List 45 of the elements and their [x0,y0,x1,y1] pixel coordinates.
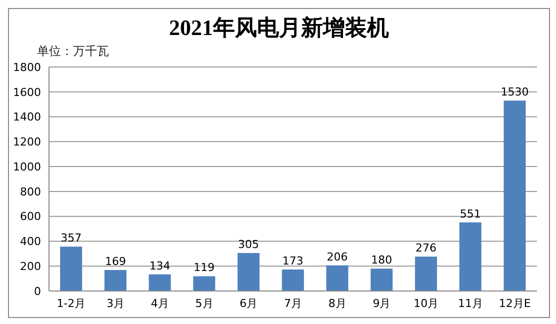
data-label: 206 [326,250,348,264]
x-tick-label: 10月 [414,296,439,310]
bar [370,268,393,291]
x-tick-label: 3月 [106,296,125,310]
data-label: 119 [194,261,215,274]
bar [238,253,260,291]
bar [459,222,482,291]
data-label: 276 [416,242,436,255]
x-tick-label: 4月 [150,296,169,310]
chart-title: 2021年风电月新增装机 [168,14,390,42]
y-tick-label: 1800 [13,60,41,74]
bar [415,256,437,291]
x-tick-label: 12月E [498,296,531,310]
bar [504,100,526,291]
data-label: 180 [371,254,392,267]
y-tick-label: 1200 [13,136,41,149]
bar [326,265,348,291]
x-tick-label: 11月 [458,296,483,310]
bar [60,246,82,291]
data-label: 551 [460,207,481,220]
y-tick-label: 800 [20,185,41,198]
text: 单位：万千瓦 [37,43,109,60]
data-label: 1530 [500,86,529,99]
x-tick-label: 8月 [328,296,346,310]
x-tick-label: 5月 [195,296,214,310]
bar [282,269,304,291]
bar [104,270,126,291]
bar [193,276,216,291]
x-tick-label: 6月 [240,296,258,310]
y-tick-label: 600 [20,210,41,224]
data-label: 305 [238,238,260,252]
bar [148,274,171,291]
x-tick-label: 1-2月 [56,296,86,310]
data-label: 173 [282,254,304,268]
y-tick-label: 200 [20,260,41,274]
y-tick-label: 0 [34,284,41,298]
data-label: 357 [60,232,82,245]
y-tick-label: 1000 [13,160,41,174]
y-tick-label: 1600 [13,86,41,99]
y-tick-label: 400 [20,235,41,248]
data-label: 169 [104,254,126,268]
x-tick-label: 7月 [284,296,302,310]
data-label: 134 [149,259,170,272]
y-tick-label: 1400 [13,110,41,124]
x-tick-label: 9月 [372,296,391,310]
